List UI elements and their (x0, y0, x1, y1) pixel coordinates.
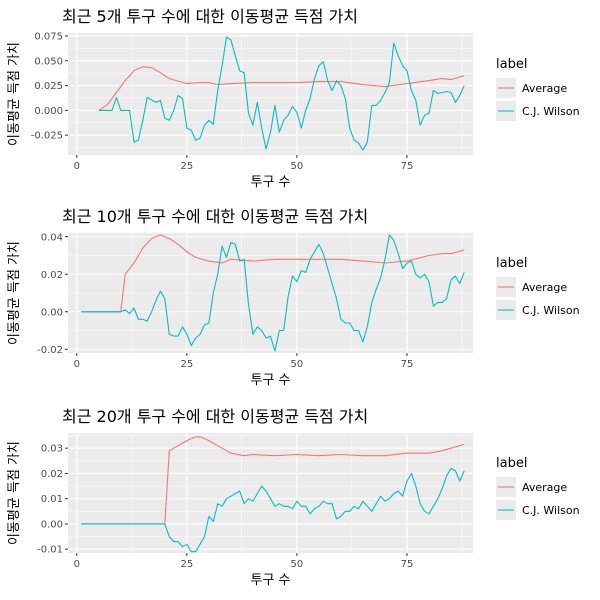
chart-title: 최근 5개 투구 수에 대한 이동평균 득점 가치 (62, 7, 358, 26)
y-tick-label: 0.050 (34, 56, 63, 67)
series-line-cj-wilson (98, 36, 465, 151)
series-line-cj-wilson (81, 234, 465, 352)
y-tick-label: 0.02 (41, 469, 63, 480)
x-tick-label: 0 (74, 161, 80, 172)
y-tick-label: 0.02 (41, 270, 63, 281)
chart-1: 최근 5개 투구 수에 대한 이동평균 득점 가치 0 25 50 75 -0.025 0.… (7, 7, 580, 190)
chart-3: 최근 20개 투구 수에 대한 이동평균 득점 가치 0 25 50 75 -0.01 0.… (7, 407, 580, 588)
series-line-average (81, 234, 465, 313)
x-tick-label: 50 (291, 359, 304, 370)
y-tick-label: -0.02 (37, 345, 63, 356)
y-axis-label: 이동평균 득점 가치 (7, 241, 22, 345)
x-tick-label: 25 (180, 559, 193, 570)
y-tick-label: 0.000 (34, 106, 63, 117)
plot-panel (68, 33, 473, 155)
plot-panel (68, 433, 473, 553)
series-line-average (81, 436, 465, 525)
legend-label-average: Average (522, 82, 567, 95)
y-tick-label: 0.04 (41, 232, 63, 243)
y-tick-label: -0.01 (37, 545, 63, 556)
x-tick-label: 25 (180, 359, 193, 370)
x-axis-label: 투구 수 (250, 373, 290, 388)
y-tick-label: 0.00 (41, 307, 63, 318)
legend-title: label (496, 57, 527, 72)
y-tick-label: -0.025 (31, 131, 63, 142)
x-tick-label: 75 (401, 559, 414, 570)
x-tick-label: 75 (401, 359, 414, 370)
x-axis-label: 투구 수 (250, 175, 290, 190)
x-tick-label: 0 (74, 559, 80, 570)
chart-2: 최근 10개 투구 수에 대한 이동평균 득점 가치 0 25 50 75 -0.02 0.… (7, 207, 580, 388)
x-tick-label: 50 (291, 559, 304, 570)
legend-label-average: Average (522, 281, 567, 294)
y-axis-label: 이동평균 득점 가치 (7, 42, 22, 146)
x-tick-label: 50 (291, 161, 304, 172)
y-tick-label: 0.00 (41, 519, 63, 530)
legend-label-average: Average (522, 481, 567, 494)
x-axis-label: 투구 수 (250, 573, 290, 588)
y-axis-label: 이동평균 득점 가치 (7, 441, 22, 545)
x-tick-label: 0 (74, 359, 80, 370)
chart-title: 최근 20개 투구 수에 대한 이동평균 득점 가치 (62, 407, 368, 426)
series-line-average (98, 66, 465, 111)
y-tick-label: 0.03 (41, 444, 63, 455)
y-tick-label: 0.075 (34, 31, 63, 42)
legend-label-cj-wilson: C.J. Wilson (522, 504, 580, 517)
legend-label-cj-wilson: C.J. Wilson (522, 105, 580, 118)
y-tick-label: 0.01 (41, 494, 63, 505)
x-tick-label: 75 (401, 161, 414, 172)
chart-title: 최근 10개 투구 수에 대한 이동평균 득점 가치 (62, 207, 368, 226)
y-tick-label: 0.025 (34, 81, 63, 92)
x-tick-label: 25 (180, 161, 193, 172)
legend-label-cj-wilson: C.J. Wilson (522, 304, 580, 317)
series-line-cj-wilson (81, 467, 465, 553)
legend-title: label (496, 456, 527, 471)
legend-title: label (496, 256, 527, 271)
